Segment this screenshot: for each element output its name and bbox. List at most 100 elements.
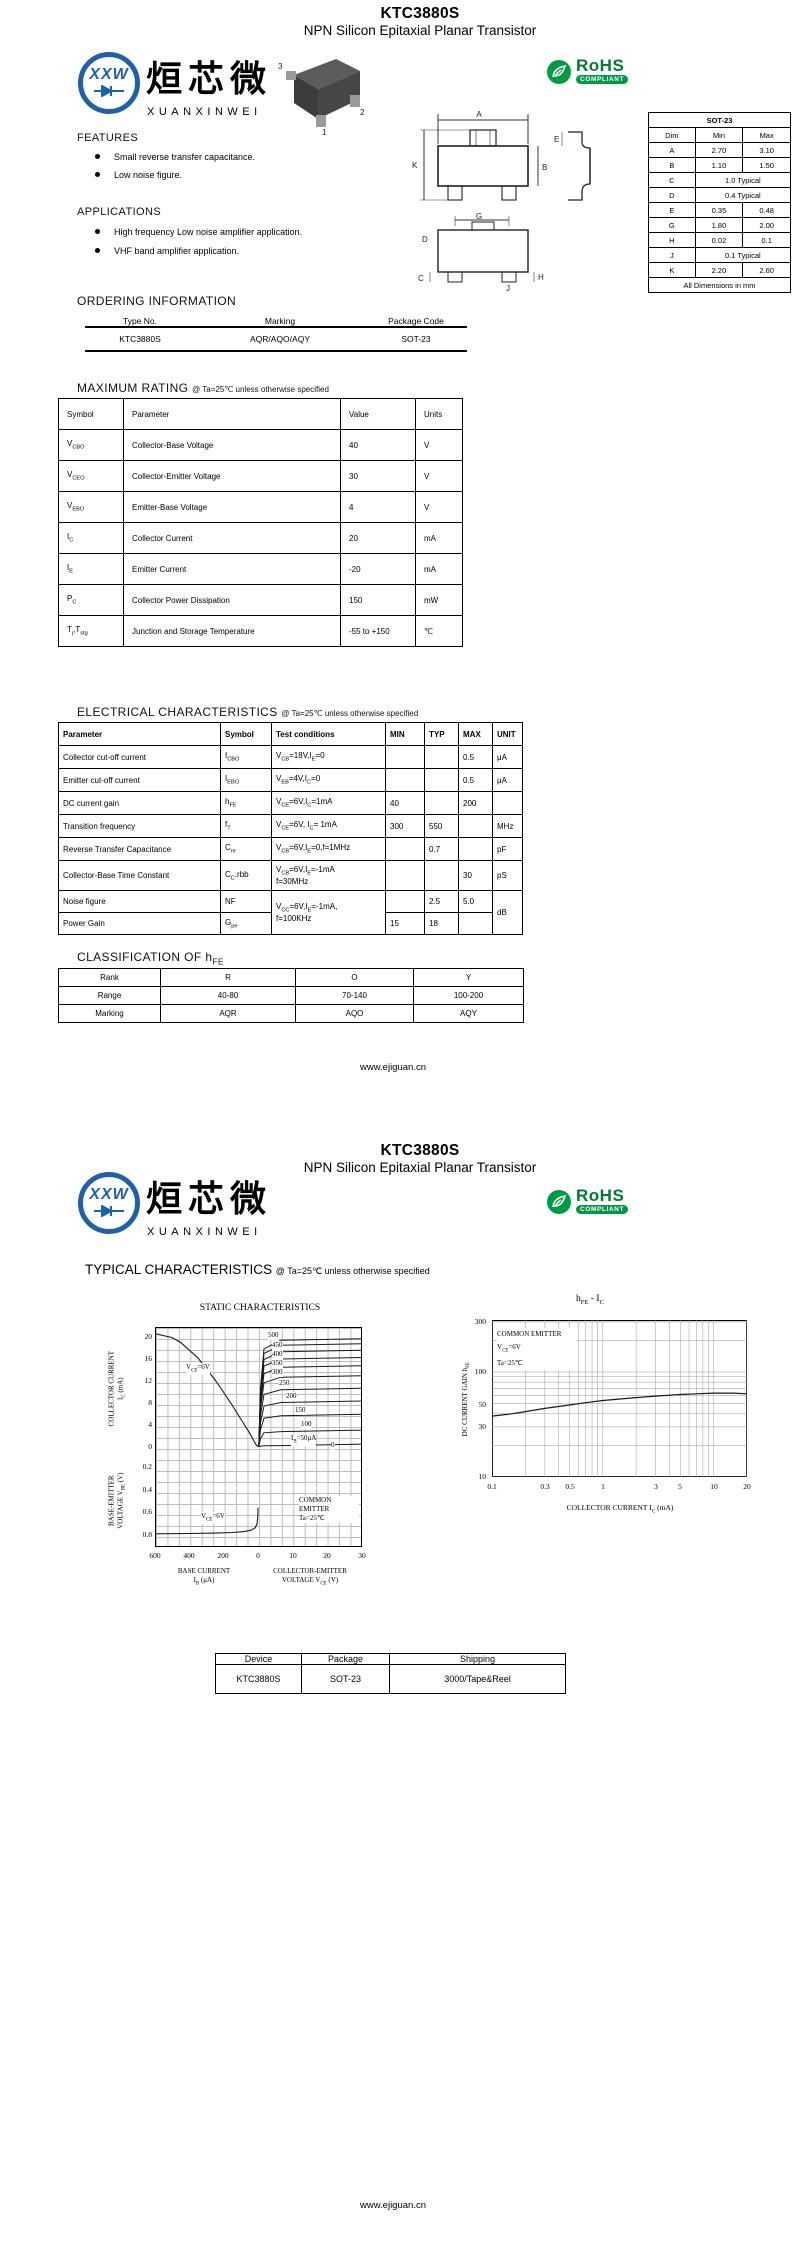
- tick-label: 0.4: [142, 1485, 152, 1494]
- diode-icon: [94, 1204, 124, 1218]
- curve-label: 250: [279, 1379, 290, 1388]
- cell: 0.5: [458, 768, 493, 792]
- diode-icon: [94, 84, 124, 98]
- cell: MIN: [385, 722, 425, 746]
- tick-label: 5: [678, 1482, 682, 1491]
- chart1-title: STATIC CHARACTERISTICS: [199, 1303, 321, 1313]
- application-text: VHF band amplifier application.: [114, 246, 240, 256]
- cell: All Dimensions in mm: [648, 277, 791, 293]
- x-axis-label-right: COLLECTOR-EMITTER VOLTAGE VCE (V): [273, 1567, 347, 1587]
- curve-label: 400: [272, 1350, 283, 1359]
- tick-label: 0: [256, 1551, 260, 1560]
- brand-name-cn: 烜芯微: [146, 58, 273, 99]
- brand-logo-icon: XXW: [78, 52, 140, 114]
- classification-table: Rank R O Y Range 40-80 70-140 100-200 Marking AQR…: [58, 968, 524, 1023]
- cell: K: [648, 262, 696, 278]
- data-curve: [492, 1392, 747, 1417]
- tick-label: 0.6: [142, 1507, 152, 1516]
- cell: DC current gain: [58, 791, 221, 815]
- cell: Value: [340, 398, 416, 430]
- cell: 15: [385, 912, 425, 935]
- cell: SOT-23: [365, 327, 467, 352]
- cell: [385, 860, 425, 891]
- footer-url: www.ejiguan.cn: [359, 1062, 426, 1073]
- cell: VCC=6V,IE=-1mA, f=100KHz: [271, 890, 386, 935]
- cell: mW: [415, 584, 463, 616]
- application-item: VHF band amplifier application.: [95, 246, 239, 256]
- cell: μA: [492, 745, 523, 769]
- rohs-leaf-icon: [547, 1190, 571, 1214]
- cell: Cre: [220, 837, 272, 861]
- tick-label: 300: [474, 1317, 486, 1326]
- bullet-icon: [95, 154, 100, 159]
- classification-heading: CLASSIFICATION OF hFE: [77, 950, 224, 967]
- cell: V: [415, 429, 463, 461]
- cell: Parameter: [123, 398, 341, 430]
- brand-logo-icon: XXW: [78, 1172, 140, 1234]
- cell: Emitter cut-off current: [58, 768, 221, 792]
- data-curve: [258, 1429, 362, 1447]
- tick-label: 1: [601, 1482, 605, 1491]
- cell: VEBO: [58, 491, 124, 523]
- tick-label: 200: [217, 1551, 229, 1560]
- bullet-icon: [95, 229, 100, 234]
- cell: 1.50: [742, 157, 791, 173]
- cell: 1.0 Typical: [694, 172, 792, 188]
- page-subtitle: NPN Silicon Epitaxial Planar Transistor: [303, 23, 537, 38]
- cell: 70-140: [295, 986, 414, 1005]
- cell: 0.02: [694, 232, 744, 248]
- max-rating-condition: @ Ta=25℃ unless otherwise specified: [192, 385, 329, 394]
- dim-a-label: A: [476, 110, 482, 119]
- electrical-condition: @ Ta=25℃ unless otherwise specified: [281, 709, 419, 718]
- chart2-x-axis-label: COLLECTOR CURRENT IC (mA): [566, 1503, 674, 1515]
- cell: Collector Power Dissipation: [123, 584, 341, 616]
- curve-label: IB=50μA: [291, 1434, 317, 1447]
- cell: AQO: [295, 1004, 414, 1023]
- cell: 4: [340, 491, 416, 523]
- typical-heading: TYPICAL CHARACTERISTICS @ Ta=25℃ unless …: [85, 1262, 430, 1277]
- curve-label: 300: [272, 1368, 283, 1377]
- cell: Emitter-Base Voltage: [123, 491, 341, 523]
- cell: 300: [385, 814, 425, 838]
- tick-label: 10: [478, 1472, 487, 1481]
- max-rating-title: MAXIMUM RATING: [77, 381, 189, 395]
- pin-2-label: 2: [360, 108, 365, 117]
- cell: 0.4 Typical: [694, 187, 792, 203]
- cell: Collector Current: [123, 522, 341, 554]
- cell: -20: [340, 553, 416, 585]
- cell: Gpe: [220, 912, 272, 935]
- cell: 200: [458, 791, 493, 815]
- electrical-heading: ELECTRICAL CHARACTERISTICS @ Ta=25℃ unle…: [77, 705, 418, 719]
- cell: ICBO: [220, 745, 272, 769]
- cell: 550: [424, 814, 459, 838]
- data-curve: [155, 1507, 259, 1535]
- dim-h-label: H: [538, 273, 544, 282]
- brand-monogram: XXW: [89, 66, 129, 83]
- cell: [458, 814, 493, 838]
- cell: IC: [58, 522, 124, 554]
- tick-label: 16: [144, 1354, 153, 1363]
- annotation-vce: VCE=6V: [201, 1512, 225, 1525]
- cell: CC.rbb: [220, 860, 272, 891]
- cell: AQR: [160, 1004, 296, 1023]
- rohs-compliant-label: COMPLIANT: [576, 75, 629, 84]
- cell: [458, 837, 493, 861]
- chart2-curves: [492, 1320, 747, 1477]
- cell: 2.5: [424, 890, 459, 913]
- cell: 0.1: [742, 232, 791, 248]
- rohs-logo: RoHS COMPLIANT: [547, 56, 647, 94]
- cell: VEB=4V,IC=0: [271, 768, 386, 792]
- cell: Power Gain: [58, 912, 221, 935]
- dim-d-label: D: [422, 235, 428, 244]
- cell: VCEO: [58, 460, 124, 492]
- cell: 2.00: [742, 217, 791, 233]
- application-text: High frequency Low noise amplifier appli…: [114, 227, 303, 237]
- cell: 0.48: [742, 202, 791, 218]
- cell: μA: [492, 768, 523, 792]
- chart1-curves: [155, 1333, 362, 1535]
- pin-1-label: 1: [322, 128, 327, 137]
- tick-label: 0.1: [487, 1482, 497, 1491]
- cell: Shipping: [389, 1653, 566, 1665]
- cell: O: [295, 968, 414, 987]
- tick-label: 50: [478, 1400, 487, 1409]
